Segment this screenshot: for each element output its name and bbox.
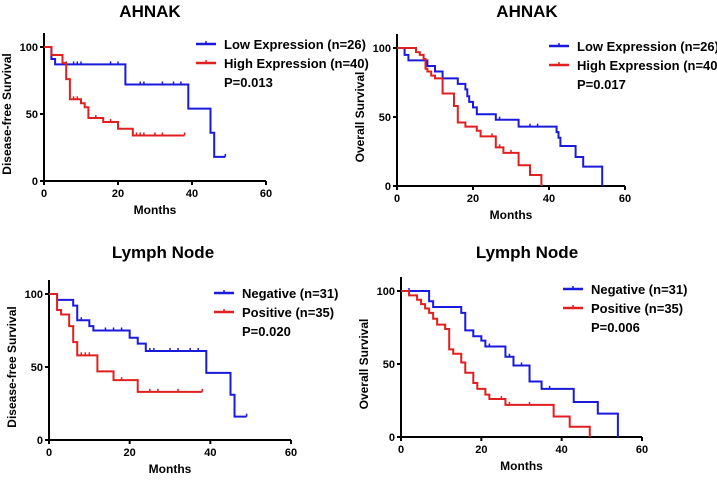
survival-curve-red [49, 293, 203, 393]
y-axis-label: Disease-free Survival [5, 306, 19, 427]
y-tick-label: 100 [373, 43, 391, 55]
p-value: P=0.013 [224, 75, 273, 90]
legend-label: Positive (n=35) [242, 305, 334, 320]
legend-label: Negative (n=31) [242, 286, 338, 301]
legend-label: Negative (n=31) [591, 282, 687, 297]
y-tick-label: 100 [25, 289, 43, 301]
x-axis-label: Months [490, 208, 533, 222]
x-tick-label: 60 [636, 444, 648, 456]
x-tick-label: 20 [475, 444, 487, 456]
x-axis-label: Months [500, 459, 543, 473]
x-tick-label: 60 [619, 193, 631, 205]
chart-title: AHNAK [496, 2, 558, 21]
x-tick-label: 60 [285, 447, 297, 459]
survival-curve-blue [49, 293, 247, 418]
y-tick-label: 0 [389, 432, 395, 444]
x-tick-label: 0 [41, 188, 47, 200]
x-tick-label: 20 [112, 188, 124, 200]
chart-title: Lymph Node [112, 243, 214, 262]
y-tick-label: 50 [31, 362, 43, 374]
km-panel-3: Lymph Node 0 20 40 60 0 50 100 Months Disease-fre… [5, 243, 338, 476]
x-tick-label: 40 [543, 193, 555, 205]
p-value: P=0.020 [242, 324, 291, 339]
y-tick-label: 50 [379, 112, 391, 124]
legend-label: Low Expression (n=26) [577, 39, 717, 54]
survival-curve-red [397, 47, 543, 186]
p-value: P=0.017 [577, 77, 626, 92]
y-tick-label: 50 [26, 109, 38, 121]
km-panel-4: Lymph Node 0 20 40 60 0 50 100 Months Overall Sur… [357, 243, 687, 473]
y-tick-label: 0 [37, 435, 43, 447]
survival-curve-blue [397, 47, 604, 186]
y-tick-label: 50 [383, 359, 395, 371]
y-axis-label: Overall Survival [353, 72, 367, 163]
survival-curve-red [44, 46, 185, 137]
y-tick-label: 0 [32, 176, 38, 188]
x-tick-label: 40 [186, 188, 198, 200]
x-tick-label: 20 [124, 447, 136, 459]
x-axis-label: Months [134, 203, 177, 217]
km-panel-2: AHNAK 0 20 40 60 0 50 100 Months Overall Survival… [353, 2, 717, 222]
y-axis-label: Overall Survival [357, 319, 371, 410]
x-tick-label: 20 [467, 193, 479, 205]
x-tick-label: 0 [46, 447, 52, 459]
y-tick-label: 100 [377, 286, 395, 298]
legend-label: Positive (n=35) [591, 301, 683, 316]
x-tick-label: 60 [260, 188, 272, 200]
x-tick-label: 40 [556, 444, 568, 456]
legend-label: High Expression (n=40) [224, 56, 369, 71]
y-tick-label: 0 [385, 181, 391, 193]
legend-label: High Expression (n=40) [577, 58, 717, 73]
survival-curve-red [401, 290, 591, 437]
x-axis-label: Months [149, 462, 192, 476]
legend-label: Low Expression (n=26) [224, 37, 366, 52]
y-tick-label: 100 [20, 42, 38, 54]
x-tick-label: 40 [204, 447, 216, 459]
p-value: P=0.006 [591, 320, 640, 335]
chart-title: Lymph Node [476, 243, 578, 262]
survival-curve-blue [401, 290, 619, 437]
y-axis-label: Disease-free Survival [0, 53, 14, 174]
x-tick-label: 0 [394, 193, 400, 205]
km-panel-1: AHNAK 0 20 40 60 0 50 100 Months Disease-free Sur… [0, 2, 369, 217]
survival-curve-blue [44, 46, 226, 158]
x-tick-label: 0 [398, 444, 404, 456]
chart-title: AHNAK [119, 2, 181, 21]
